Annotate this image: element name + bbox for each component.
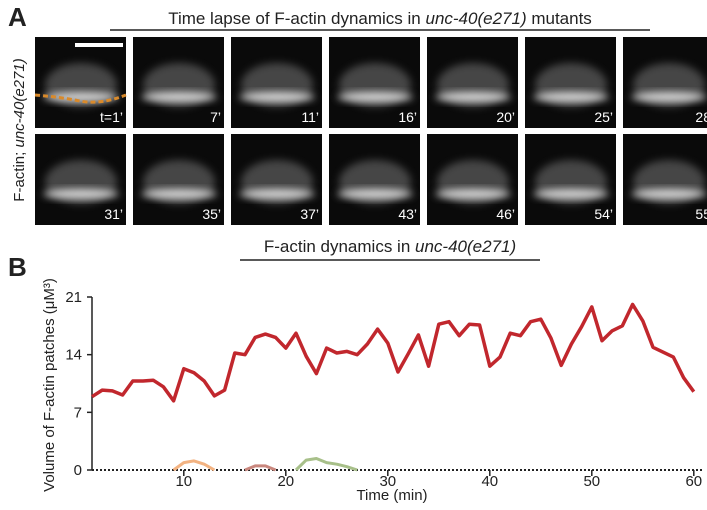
data-line xyxy=(244,464,277,472)
data-line xyxy=(294,457,358,472)
actin-band xyxy=(533,189,609,199)
title-part: unc-40(e271) xyxy=(425,9,526,28)
y-axis-label: Volume of F-actin patches (μM³) xyxy=(41,278,58,492)
image-tile: 11’ xyxy=(231,37,322,128)
actin-band xyxy=(435,189,511,199)
time-label: 37’ xyxy=(300,206,319,222)
y-tick-label: 21 xyxy=(65,289,82,306)
time-label: 46’ xyxy=(496,206,515,222)
chart-title: F-actin dynamics in unc-40(e271) xyxy=(264,237,516,256)
image-tile: 46’ xyxy=(427,134,518,225)
data-line xyxy=(91,302,696,403)
actin-band xyxy=(337,92,413,102)
row-label: F-actin; unc-40(e271) xyxy=(11,58,28,201)
image-tile: t=1’ xyxy=(34,37,127,128)
x-tick-label: 50 xyxy=(583,473,600,490)
actin-band xyxy=(239,189,315,199)
time-label: 7’ xyxy=(210,109,221,125)
time-label: 31’ xyxy=(104,206,123,222)
image-tile: 16’ xyxy=(329,37,420,128)
panel-letter: B xyxy=(8,252,27,282)
time-label: 20’ xyxy=(496,109,515,125)
panel-title: Time lapse of F-actin dynamics in unc-40… xyxy=(168,9,592,28)
x-tick-label: 30 xyxy=(379,473,396,490)
y-tick-label: 7 xyxy=(74,404,82,421)
actin-band xyxy=(631,92,707,102)
image-tile: 54’ xyxy=(525,134,616,225)
image-tile: 7’ xyxy=(133,37,224,128)
time-label: t=1’ xyxy=(100,109,123,125)
actin-band xyxy=(43,189,119,199)
actin-band xyxy=(239,92,315,102)
title-part: unc-40(e271) xyxy=(415,237,516,256)
x-tick-label: 20 xyxy=(277,473,294,490)
title-part: mutants xyxy=(527,9,592,28)
y-tick-label: 14 xyxy=(65,347,82,364)
image-tile: 25’ xyxy=(525,37,616,128)
image-tile: 55 xyxy=(623,134,707,225)
label-part: F-actin; xyxy=(11,148,28,202)
x-axis-label: Time (min) xyxy=(356,487,427,504)
image-grid: t=1’ 7’ 11’ 16’ 20’ 25’ 28 31’ 35’ 37’ 43’ 46’ 54’ 55 xyxy=(34,37,707,225)
actin-band xyxy=(141,92,217,102)
image-tile: 20’ xyxy=(427,37,518,128)
time-label: 54’ xyxy=(594,206,613,222)
time-label: 11’ xyxy=(301,109,319,125)
x-tick-label: 60 xyxy=(685,473,702,490)
image-tile: 31’ xyxy=(35,134,126,225)
panel-letter: A xyxy=(8,2,27,32)
time-label: 43’ xyxy=(398,206,417,222)
image-tile: 37’ xyxy=(231,134,322,225)
x-tick-label: 10 xyxy=(175,473,192,490)
actin-band xyxy=(43,92,119,102)
image-tile: 43’ xyxy=(329,134,420,225)
y-tick-label: 0 xyxy=(74,462,82,479)
time-label: 25’ xyxy=(594,109,613,125)
time-label: 28 xyxy=(695,109,707,125)
actin-band xyxy=(337,189,413,199)
actin-band xyxy=(435,92,511,102)
label-part: unc-40(e271) xyxy=(11,58,28,147)
actin-band xyxy=(533,92,609,102)
title-part: F-actin dynamics in xyxy=(264,237,415,256)
time-label: 16’ xyxy=(398,109,417,125)
time-label: 55 xyxy=(695,206,707,222)
title-part: Time lapse of F-actin dynamics in xyxy=(168,9,425,28)
x-tick-label: 40 xyxy=(481,473,498,490)
actin-band xyxy=(631,189,707,199)
image-tile: 35’ xyxy=(133,134,224,225)
actin-band xyxy=(141,189,217,199)
image-tile: 28 xyxy=(623,37,707,128)
time-label: 35’ xyxy=(202,206,221,222)
data-line xyxy=(172,459,216,472)
